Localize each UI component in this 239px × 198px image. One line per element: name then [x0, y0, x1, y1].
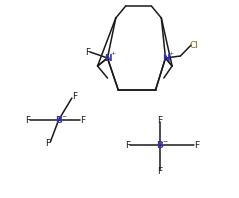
- Text: −: −: [61, 113, 66, 118]
- Text: F: F: [194, 141, 200, 149]
- Text: F: F: [157, 168, 162, 176]
- Text: +: +: [111, 50, 116, 55]
- Text: F: F: [157, 115, 162, 125]
- Text: F: F: [80, 115, 85, 125]
- Text: F: F: [25, 115, 31, 125]
- Text: B: B: [55, 115, 62, 125]
- Text: −: −: [162, 138, 167, 144]
- Text: F: F: [72, 91, 77, 101]
- Text: +: +: [169, 50, 174, 55]
- Text: N: N: [104, 53, 111, 63]
- Text: F: F: [85, 48, 90, 56]
- Text: N: N: [162, 53, 169, 63]
- Text: F: F: [45, 140, 50, 148]
- Text: F: F: [125, 141, 130, 149]
- Text: Cl: Cl: [189, 41, 198, 50]
- Text: B: B: [156, 141, 163, 149]
